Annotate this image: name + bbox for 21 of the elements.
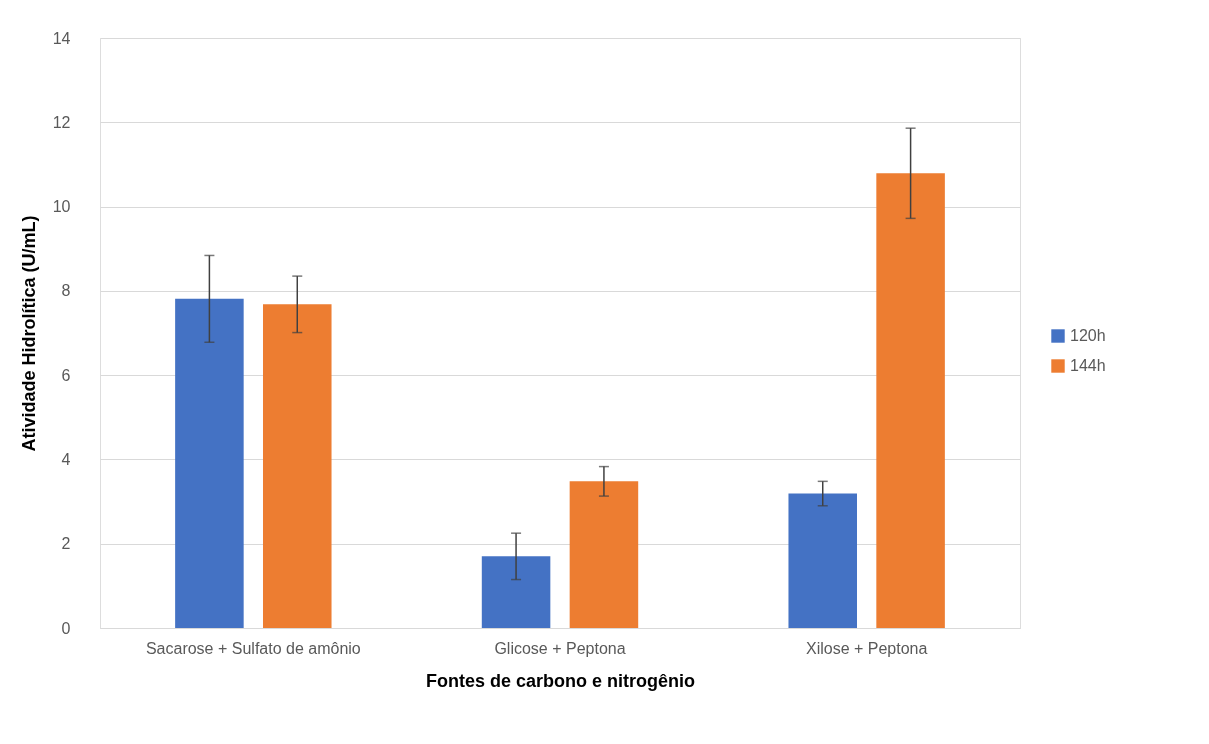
bar: [481, 556, 551, 628]
bar: [175, 298, 244, 628]
y-tick-label: 2: [61, 535, 71, 553]
y-tick-label: 14: [52, 29, 71, 47]
x-tick-label: Sacarose + Sulfato de amônio: [145, 639, 361, 657]
bar: [876, 173, 945, 628]
y-axis-title: Atividade Hidrolítica (U/mL): [18, 215, 39, 452]
y-tick-label: 0: [61, 619, 71, 637]
x-tick-label: Glicose + Peptona: [494, 639, 626, 657]
bar: [788, 493, 857, 628]
legend-label: 144h: [1070, 357, 1106, 374]
x-tick-label: Xilose + Peptona: [805, 639, 928, 657]
bar: [263, 304, 332, 628]
bar: [569, 481, 639, 628]
y-tick-label: 8: [61, 282, 71, 300]
y-tick-label: 6: [61, 366, 71, 384]
y-tick-label: 12: [52, 113, 71, 131]
x-axis-title: Fontes de carbono e nitrogênio: [425, 670, 696, 691]
y-tick-label: 4: [61, 450, 71, 468]
legend-label: 120h: [1070, 327, 1106, 344]
y-tick-label: 10: [52, 198, 71, 216]
